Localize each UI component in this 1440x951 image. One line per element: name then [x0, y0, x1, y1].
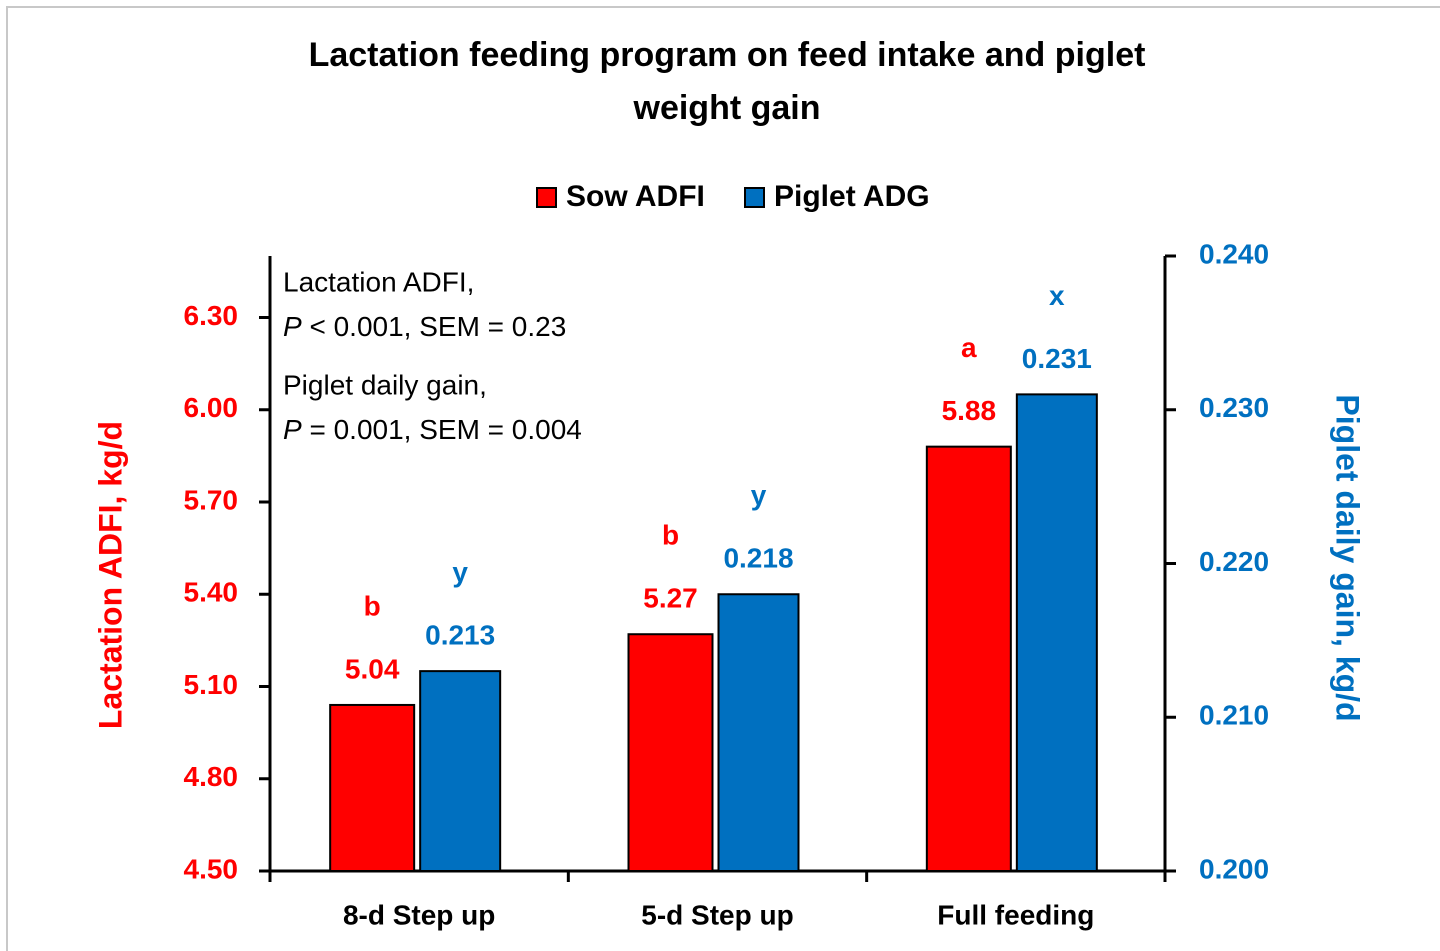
- y-tick-label: 6.30: [184, 300, 239, 331]
- significance-letter: x: [1049, 280, 1065, 311]
- bar: [1015, 393, 1098, 872]
- y-axis-label: Lactation ADFI, kg/d: [92, 421, 128, 729]
- annotation-stat: P = 0.001, SEM = 0.004: [283, 414, 582, 445]
- value-label: 0.218: [723, 543, 793, 574]
- chart-title: weight gain: [633, 89, 821, 127]
- annotation-p: P: [283, 311, 302, 342]
- y-tick-label: 5.10: [184, 669, 239, 700]
- y2-tick-label: 0.210: [1199, 700, 1269, 731]
- value-label: 5.04: [345, 653, 400, 684]
- annotation-heading: Piglet daily gain,: [283, 369, 487, 400]
- y2-axis-label: Piglet daily gain, kg/d: [1330, 394, 1366, 721]
- chart-title: Lactation feeding program on feed intake…: [309, 36, 1146, 74]
- significance-letter: b: [662, 520, 679, 551]
- annotation-stat: P < 0.001, SEM = 0.23: [283, 311, 566, 342]
- legend-swatch: [536, 187, 557, 208]
- bar: [717, 593, 800, 872]
- bar: [329, 703, 416, 873]
- annotation-rest: < 0.001, SEM = 0.23: [302, 311, 567, 342]
- annotation-heading: Lactation ADFI,: [283, 266, 474, 297]
- y-tick-label: 4.50: [184, 853, 239, 884]
- legend-swatch: [744, 187, 765, 208]
- value-label: 0.231: [1022, 343, 1092, 374]
- y2-tick-label: 0.230: [1199, 392, 1269, 423]
- significance-letter: b: [364, 590, 381, 621]
- y-tick-label: 4.80: [184, 761, 239, 792]
- annotation-p: P: [283, 414, 302, 445]
- bar: [627, 633, 714, 872]
- y2-tick-label: 0.220: [1199, 546, 1269, 577]
- legend-label: Sow ADFI: [566, 180, 705, 213]
- y2-tick-label: 0.200: [1199, 853, 1269, 884]
- annotation-rest: = 0.001, SEM = 0.004: [302, 414, 582, 445]
- significance-letter: y: [751, 480, 767, 511]
- y-tick-label: 5.40: [184, 577, 239, 608]
- x-tick-label: 5-d Step up: [641, 899, 793, 930]
- x-tick-label: Full feeding: [937, 899, 1094, 930]
- bar: [419, 670, 502, 872]
- y-tick-label: 6.00: [184, 392, 239, 423]
- significance-letter: a: [961, 332, 977, 363]
- value-label: 0.213: [425, 620, 495, 651]
- value-label: 5.27: [643, 583, 698, 614]
- y-tick-label: 5.70: [184, 484, 239, 515]
- value-label: 5.88: [942, 395, 997, 426]
- legend-label: Piglet ADG: [774, 180, 930, 213]
- significance-letter: y: [452, 557, 468, 588]
- x-tick-label: 8-d Step up: [343, 899, 495, 930]
- y2-tick-label: 0.240: [1199, 238, 1269, 269]
- bar: [925, 445, 1012, 872]
